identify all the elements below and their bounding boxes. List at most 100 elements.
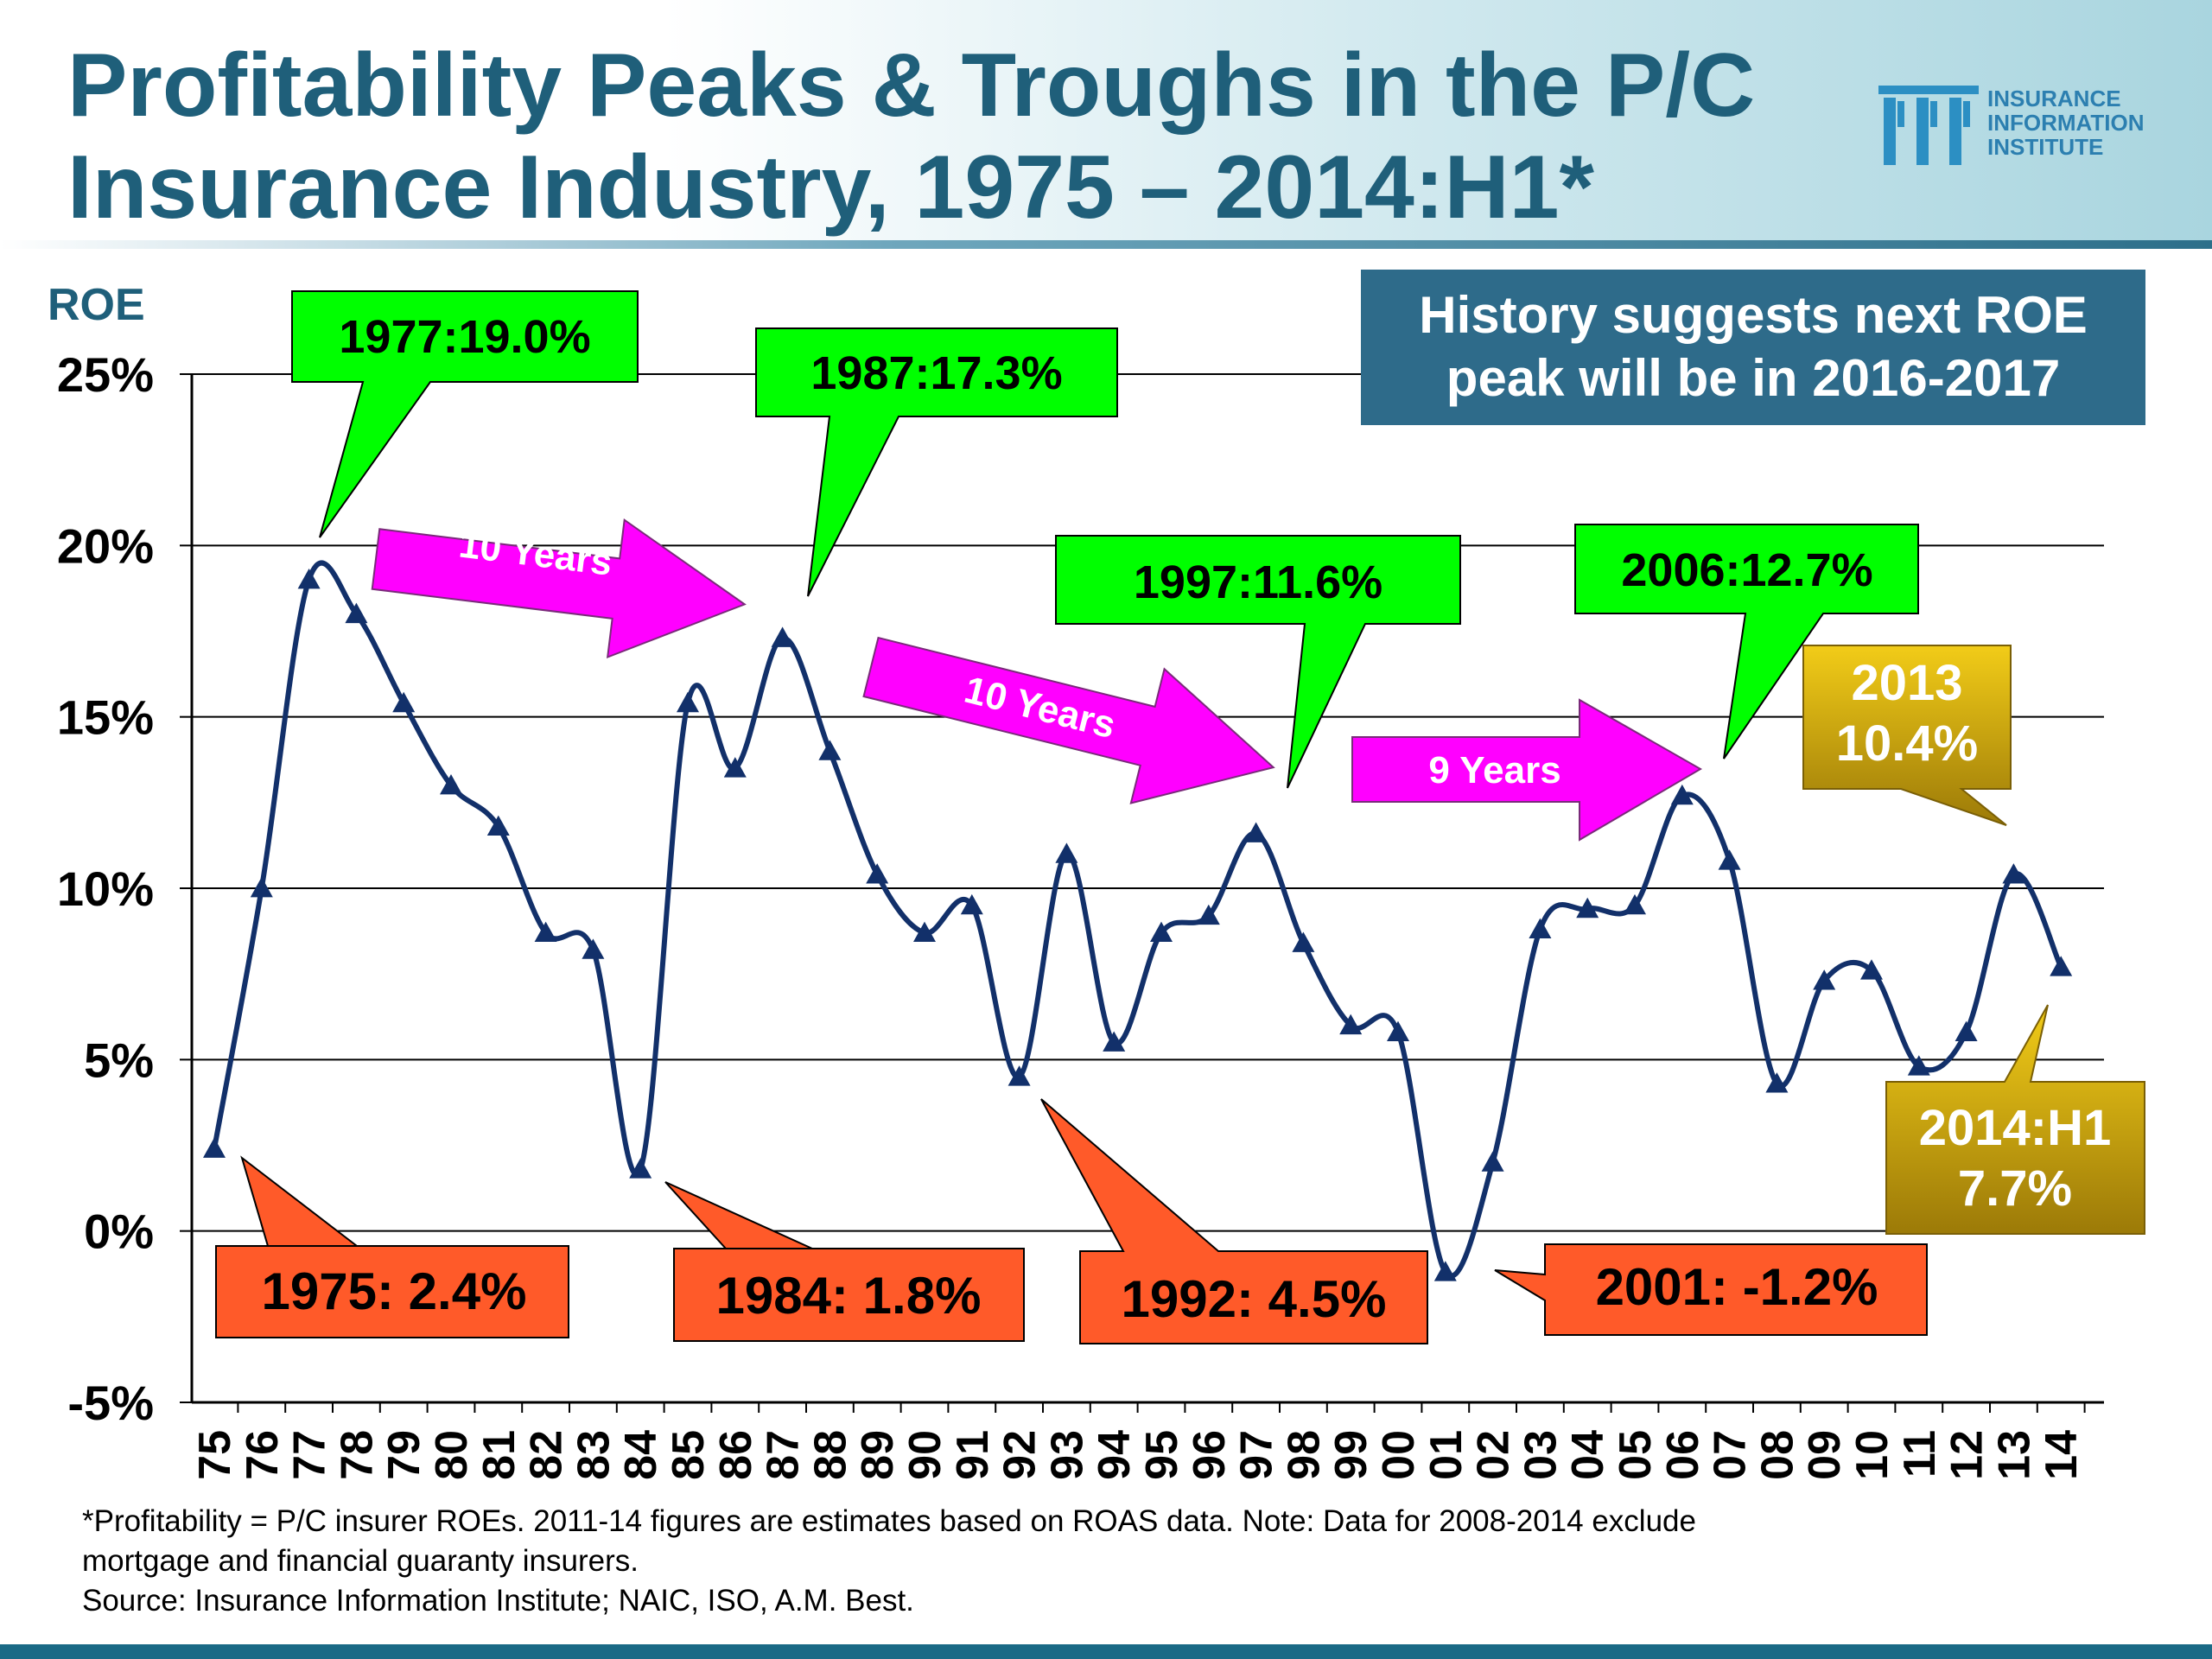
x-tick-label: 91: [948, 1430, 998, 1480]
x-tick-label: 93: [1042, 1430, 1092, 1480]
data-point-75: [203, 1137, 226, 1158]
x-tick-label: 96: [1185, 1430, 1235, 1480]
x-tick-label: 08: [1752, 1430, 1802, 1480]
x-tick-label: 04: [1563, 1430, 1613, 1480]
label-2013-value: 10.4%: [1836, 715, 1978, 772]
data-point-83: [582, 938, 605, 959]
data-point-08: [1765, 1072, 1789, 1093]
data-markers: [203, 569, 2073, 1281]
footnote-line-2: mortgage and financial guaranty insurers…: [82, 1544, 639, 1578]
peak-label-1997: 1997:11.6%: [1134, 556, 1382, 608]
x-tick-label: 94: [1090, 1430, 1140, 1480]
x-tick-label: 85: [664, 1430, 714, 1480]
data-point-87: [771, 626, 794, 647]
data-point-96: [1197, 904, 1220, 925]
x-tick-label: 75: [190, 1430, 240, 1480]
x-tick-label: 82: [522, 1430, 572, 1480]
x-tick-label: 09: [1800, 1430, 1850, 1480]
title-line-2: Insurance Industry, 1975 – 2014:H1*: [67, 137, 1594, 238]
data-point-84: [629, 1158, 652, 1179]
y-axis-label: ROE: [48, 280, 145, 330]
x-tick-label: 76: [238, 1430, 288, 1480]
data-point-78: [345, 602, 368, 624]
data-point-89: [866, 863, 889, 884]
history-note-line-1: History suggests next ROE: [1419, 286, 2088, 344]
trough-label-1984: 1984: 1.8%: [716, 1267, 982, 1325]
roe-series-line: [212, 560, 2063, 1279]
history-note-box: History suggests next ROE peak will be i…: [1361, 270, 2145, 425]
data-point-02: [1481, 1151, 1504, 1172]
x-tick-label: 07: [1706, 1430, 1756, 1480]
axes: [180, 373, 2104, 1413]
logo-text: INSURANCE INFORMATION INSTITUTE: [1987, 86, 2145, 159]
trough-label-1992: 1992: 4.5%: [1122, 1270, 1387, 1328]
data-point-76: [250, 877, 273, 898]
x-tick-label: 12: [1942, 1430, 1993, 1480]
arrow-10-years-1: 10 Years: [371, 518, 747, 659]
trough-callout-1992: 1992: 4.5%: [1040, 1098, 1428, 1344]
x-tick-label: 06: [1658, 1430, 1708, 1480]
peak-callout-1977: 1977:19.0%: [291, 290, 639, 538]
iii-logo-icon: [1878, 86, 1979, 165]
data-point-97: [1244, 822, 1268, 842]
trough-callout-1984: 1984: 1.8%: [664, 1181, 1025, 1342]
label-2014-value: 7.7%: [1958, 1160, 2072, 1217]
x-tick-label: 00: [1374, 1430, 1424, 1480]
x-tick-label: 77: [285, 1430, 335, 1480]
data-point-80: [440, 774, 462, 795]
data-point-98: [1292, 931, 1315, 952]
arrow-10-years-2: 10 Years: [862, 636, 1275, 804]
data-point-09: [1813, 969, 1836, 990]
x-tick-label: 84: [616, 1430, 666, 1480]
data-point-10: [1860, 959, 1883, 980]
x-tick-label: 99: [1326, 1430, 1376, 1480]
x-tick-labels: 7576777879808182838485868788899091929394…: [190, 1430, 2087, 1480]
data-point-92: [1007, 1065, 1031, 1086]
peak-label-1987: 1987:17.3%: [810, 347, 1062, 399]
x-tick-label: 92: [995, 1430, 1046, 1480]
data-point-07: [1718, 849, 1741, 870]
x-tick-label: 02: [1469, 1430, 1519, 1480]
data-point-01: [1433, 1261, 1457, 1281]
header-divider: [0, 240, 2212, 249]
x-tick-label: 11: [1895, 1430, 1945, 1478]
data-point-91: [960, 893, 983, 915]
source-line: Source: Insurance Information Institute;…: [82, 1584, 914, 1618]
y-tick-label: -5%: [67, 1376, 154, 1430]
y-tick-label: 20%: [57, 518, 154, 573]
peak-label-2006: 2006:12.7%: [1621, 544, 1872, 596]
x-tick-label: 95: [1137, 1430, 1187, 1480]
trough-label-1975: 1975: 2.4%: [262, 1262, 527, 1320]
data-point-06: [1670, 784, 1694, 805]
x-tick-label: 86: [711, 1430, 761, 1480]
x-tick-label: 01: [1421, 1430, 1471, 1480]
callout-2013: 2013 10.4%: [1802, 645, 2012, 826]
bottom-bar: [0, 1644, 2212, 1659]
arrow-label-3: 9 Years: [1428, 749, 1560, 791]
data-point-90: [913, 921, 936, 942]
x-tick-label: 13: [1989, 1430, 2039, 1480]
data-point-77: [297, 569, 321, 589]
data-point-14: [2050, 956, 2073, 976]
x-tick-label: 87: [759, 1430, 809, 1480]
arrow-9-years: 9 Years: [1351, 698, 1702, 842]
y-tick-label: 10%: [57, 861, 154, 916]
x-tick-label: 89: [853, 1430, 903, 1480]
trough-label-2001: 2001: -1.2%: [1596, 1258, 1878, 1316]
x-tick-label: 78: [332, 1430, 382, 1480]
data-point-13: [2002, 863, 2025, 884]
y-tick-label: 0%: [84, 1205, 154, 1259]
title-line-1: Profitability Peaks & Troughs in the P/C: [67, 35, 1756, 136]
logo-line-2: INFORMATION: [1987, 110, 2145, 136]
y-tick-labels: 25% 20% 15% 10% 5% 0% -5%: [57, 347, 154, 1430]
data-point-86: [723, 757, 747, 778]
x-tick-label: 03: [1516, 1430, 1566, 1480]
callout-2014-h1: 2014:H1 7.7%: [1885, 1004, 2145, 1235]
logo-line-1: INSURANCE: [1987, 86, 2121, 111]
data-point-95: [1150, 921, 1173, 942]
x-tick-label: 14: [2037, 1430, 2087, 1480]
x-tick-label: 80: [427, 1430, 477, 1480]
data-point-99: [1339, 1014, 1363, 1035]
